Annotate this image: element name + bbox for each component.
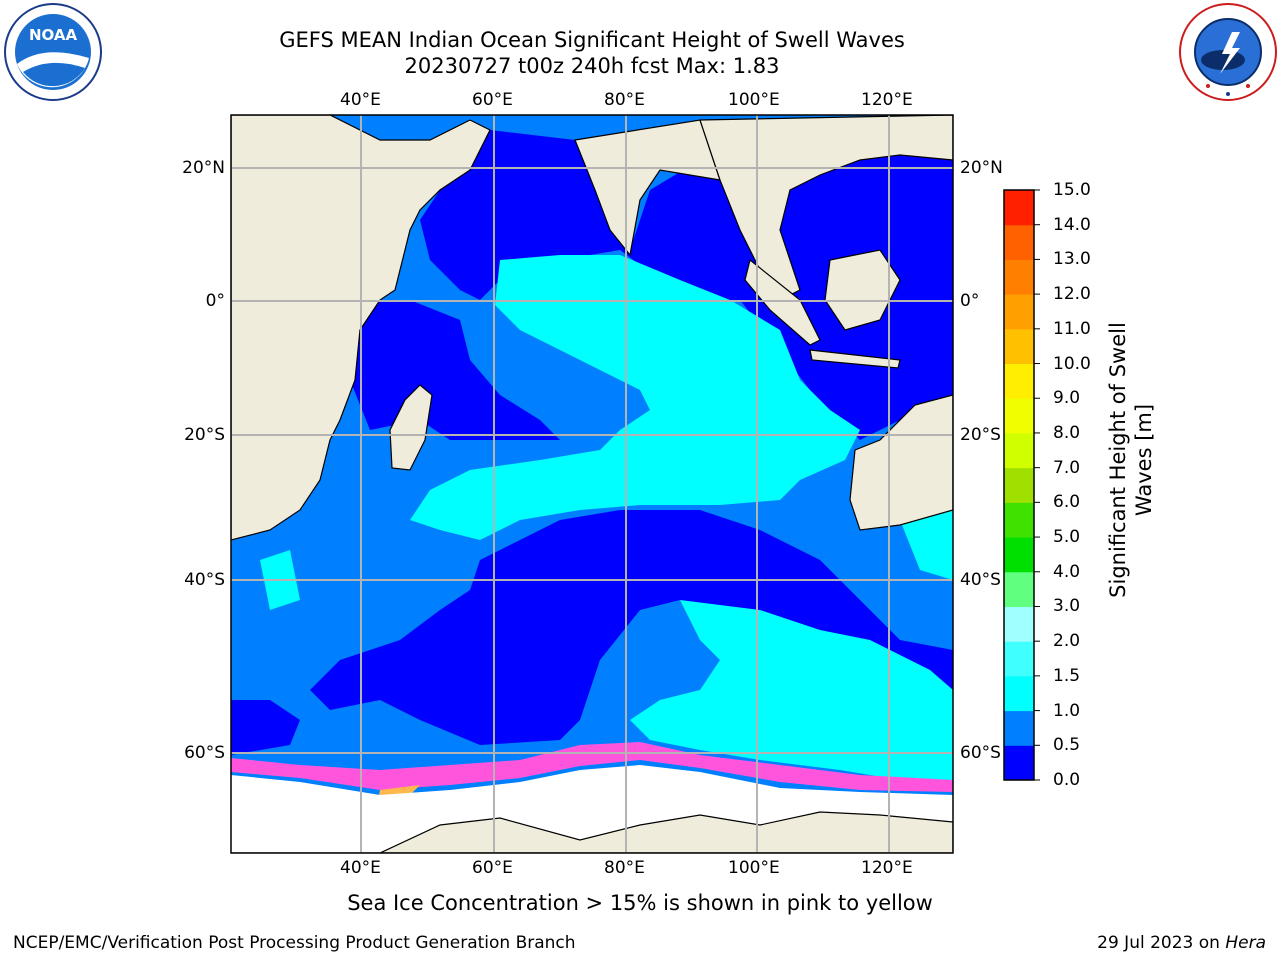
colorbar-segment — [1004, 259, 1034, 295]
noaa-logo: NOAA — [4, 3, 102, 101]
colorbar-tick-label: 0.5 — [1053, 735, 1081, 756]
colorbar-segment — [1004, 467, 1034, 503]
colorbar-tick-label: 6.0 — [1053, 492, 1081, 513]
lon-label-bottom: 100°E — [728, 858, 780, 878]
lon-label-top: 40°E — [340, 90, 381, 110]
colorbar-tick-label: 12.0 — [1053, 284, 1091, 305]
swell-field-1.0-1.5 — [260, 255, 953, 780]
lon-label-bottom: 60°E — [472, 858, 513, 878]
colorbar-title: Significant Height of Swell Waves [m] — [1105, 260, 1157, 660]
map-frame — [230, 114, 954, 854]
lon-label-bottom: 120°E — [861, 858, 913, 878]
lon-label-bottom: 40°E — [340, 858, 381, 878]
graticule — [231, 115, 953, 853]
colorbar-title-line2: Waves [m] — [1132, 403, 1156, 517]
colorbar-segment — [1004, 675, 1034, 712]
lon-label-top: 120°E — [861, 90, 913, 110]
colorbar-segment — [1004, 710, 1034, 746]
colorbar-tick-label: 9.0 — [1053, 388, 1081, 409]
lon-label-top: 100°E — [728, 90, 780, 110]
colorbar-segment — [1004, 432, 1034, 469]
lat-label-right: 60°S — [960, 743, 1001, 763]
footer-date: 29 Jul 2023 on Hera — [1097, 933, 1266, 953]
lat-label-left: 60°S — [184, 743, 225, 763]
footer-credit: NCEP/EMC/Verification Post Processing Pr… — [13, 933, 576, 953]
colorbar-tick-label: 2.0 — [1053, 631, 1081, 652]
lon-label-top: 60°E — [472, 90, 513, 110]
footer-host: Hera — [1225, 933, 1266, 953]
colorbar-tick-label: 4.0 — [1053, 561, 1081, 582]
colorbar-tick-label: 8.0 — [1053, 422, 1081, 443]
colorbar-tick-label: 3.0 — [1053, 596, 1081, 617]
colorbar-segment — [1004, 502, 1034, 538]
lat-label-right: 0° — [960, 291, 980, 311]
colorbar-tick-label: 11.0 — [1053, 318, 1091, 339]
lat-label-left: 40°S — [184, 570, 225, 590]
colorbar-tick-label: 10.0 — [1053, 353, 1091, 374]
noaa-logo-text: NOAA — [29, 26, 78, 44]
lon-label-top: 80°E — [604, 90, 645, 110]
sea-ice-band — [231, 742, 953, 792]
colorbar-tick-label: 1.5 — [1053, 665, 1081, 686]
colorbar-segment — [1004, 745, 1034, 781]
map-title: GEFS MEAN Indian Ocean Significant Heigh… — [279, 28, 905, 52]
colorbar-segment — [1004, 606, 1034, 642]
nws-logo — [1179, 3, 1277, 101]
lat-label-left: 20°N — [182, 158, 225, 178]
colorbar-segment — [1004, 641, 1034, 677]
colorbar-tick-label: 1.0 — [1053, 700, 1081, 721]
footer-date-text: 29 Jul 2023 on — [1097, 933, 1226, 953]
colorbar-segment — [1004, 363, 1034, 399]
colorbar-segment — [1004, 190, 1034, 226]
colorbar-tick-label: 15.0 — [1053, 180, 1091, 200]
colorbar-title-line1: Significant Height of Swell — [1106, 322, 1130, 598]
colorbar — [1003, 189, 1040, 781]
colorbar-segment — [1004, 224, 1034, 260]
map-subtitle: 20230727 t00z 240h fcst Max: 1.83 — [404, 54, 780, 78]
lat-label-right: 20°S — [960, 425, 1001, 445]
sea-ice-note: Sea Ice Concentration > 15% is shown in … — [347, 891, 933, 915]
colorbar-segment — [1004, 398, 1034, 434]
lon-label-bottom: 80°E — [604, 858, 645, 878]
colorbar-segment — [1004, 571, 1034, 607]
colorbar-segment — [1004, 537, 1034, 573]
colorbar-tick-label: 0.0 — [1053, 770, 1081, 790]
colorbar-segment — [1004, 294, 1034, 330]
lat-label-right: 20°N — [960, 158, 1003, 178]
colorbar-tick-label: 14.0 — [1053, 214, 1091, 235]
lat-label-left: 0° — [205, 291, 225, 311]
colorbar-tick-label: 7.0 — [1053, 457, 1081, 478]
colorbar-segment — [1004, 328, 1034, 365]
lat-label-left: 20°S — [184, 425, 225, 445]
lat-label-right: 40°S — [960, 570, 1001, 590]
colorbar-tick-label: 13.0 — [1053, 249, 1091, 270]
colorbar-tick-label: 5.0 — [1053, 527, 1081, 548]
colorbar-frame — [1003, 189, 1035, 781]
